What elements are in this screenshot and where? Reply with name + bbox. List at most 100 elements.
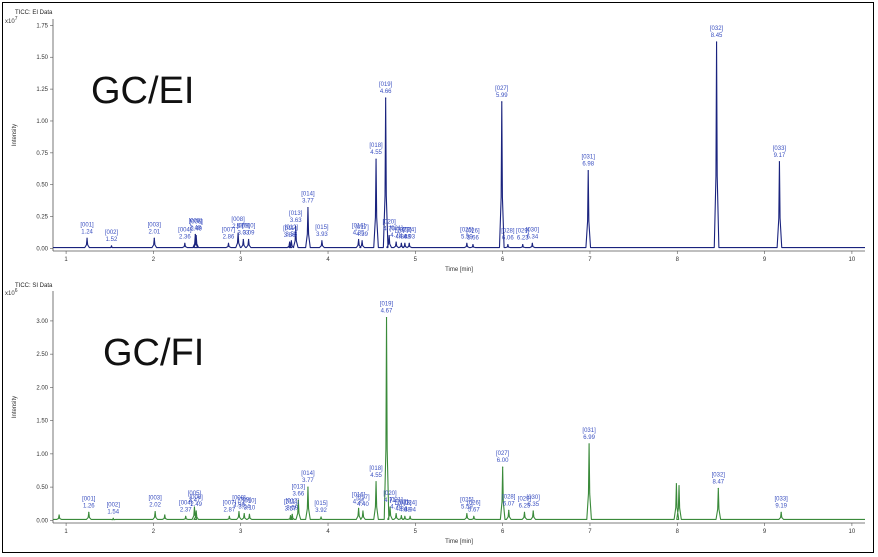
y-tick-label: 2.00 (36, 385, 48, 391)
peak-point (362, 510, 364, 512)
peak-point (243, 513, 245, 515)
peak-rt-label: 2.01 (148, 229, 160, 235)
peak-rt-label: 3.03 (237, 231, 249, 237)
peak-rt-label: 3.63 (290, 218, 302, 224)
peak-rt-label: 1.26 (83, 503, 95, 509)
x-tick-label: 1 (64, 529, 68, 535)
chromatogram-figure: TICC: EI Datax1070.000.250.500.751.001.2… (5, 10, 865, 545)
peak-id-label: [004] (178, 227, 192, 233)
peak-rt-label: 2.49 (190, 502, 202, 508)
peak-rt-label: 6.00 (497, 458, 509, 464)
peak-id-label: [007] (223, 500, 237, 506)
x-tick-label: 5 (414, 257, 418, 263)
peak-point (395, 513, 397, 515)
peak-id-label: [024] (403, 500, 417, 506)
peak-id-label: [014] (301, 471, 315, 477)
x-tick-label: 7 (588, 529, 592, 535)
series-1: [001]1.24 [002]1.52 [003]2.01 [004]2.36 [005… (53, 26, 865, 249)
peak-id-label: [021] (389, 226, 403, 232)
peak-rt-label: 4.55 (370, 473, 382, 479)
y-exponent: x107 (5, 16, 18, 25)
peak-point (531, 242, 533, 244)
peak-rt-label: 2.36 (179, 234, 191, 240)
peak-point (409, 515, 411, 517)
peak-id-label: [023] (398, 227, 412, 233)
peak-id-label: [008] (232, 496, 246, 502)
peak-rt-label: 3.77 (302, 478, 314, 484)
peak-id-label: [020] (382, 220, 396, 226)
y-exponent-power: 7 (15, 16, 18, 22)
peak-id-label: [031] (582, 428, 596, 434)
peak-point (237, 232, 239, 234)
peak-rt-label: 4.66 (380, 89, 392, 95)
peak-id-label: [029] (518, 496, 532, 502)
peak-id-label: [001] (80, 222, 94, 228)
peak-id-label: [032] (712, 472, 726, 478)
panel-1: TICC: EI Datax1070.000.250.500.751.001.2… (5, 10, 865, 273)
x-tick-label: 9 (763, 257, 767, 263)
peak-rt-label: 5.66 (467, 236, 479, 242)
peak-id-label: [030] (526, 227, 540, 233)
y-tick-label: 1.50 (36, 55, 48, 61)
peak-rt-label: 4.35 (353, 499, 365, 505)
peak-point (184, 242, 186, 244)
peak-id-label: [024] (403, 227, 417, 233)
peak-rt-label: 2.49 (190, 227, 202, 233)
peak-id-label: [003] (148, 222, 162, 228)
peak-point (395, 241, 397, 243)
peak-id-label: [011] (284, 500, 297, 506)
peak-id-label: [006] (190, 495, 204, 501)
peak-id-label: [004] (179, 500, 193, 506)
peak-point (193, 506, 196, 508)
y-tick-label: 3.00 (36, 319, 48, 325)
peak-rt-label: 4.55 (370, 150, 382, 156)
peak-point (404, 515, 406, 517)
peak-rt-label: 2.87 (224, 507, 236, 513)
peak-point (408, 242, 410, 244)
peak-id-label: [007] (222, 227, 236, 233)
x-tick-label: 4 (326, 257, 330, 263)
peak-point (291, 513, 293, 515)
peak-point (473, 515, 475, 517)
peak-point (357, 238, 360, 241)
peak-id-label: [022] (395, 227, 409, 233)
peak-id-label: [001] (82, 496, 96, 502)
peak-rt-label: 4.40 (357, 502, 369, 508)
peak-point (248, 513, 251, 515)
peak-point (320, 516, 322, 518)
x-tick-label: 6 (501, 529, 505, 535)
peak-rt-label: 2.02 (149, 503, 161, 509)
y-tick-label: 0.00 (36, 518, 48, 524)
x-axis-label: Time [min] (445, 267, 473, 273)
peak-id-label: [013] (289, 211, 303, 217)
peak-id-label: [016] (352, 492, 366, 498)
peak-id-label: [022] (395, 500, 409, 506)
peak-rt-label: 6.06 (502, 236, 514, 242)
peak-rt-label: 1.24 (81, 229, 93, 235)
peak-point (289, 515, 292, 517)
peak-rt-label: 3.57 (285, 507, 297, 513)
peak-point (290, 240, 292, 242)
peak-point (523, 511, 526, 513)
y-tick-label: 0.75 (36, 151, 48, 157)
peak-id-label: [010] (242, 224, 256, 230)
peak-point (385, 97, 387, 99)
peak-rt-label: 4.84 (396, 507, 408, 513)
x-tick-label: 2 (152, 257, 156, 263)
peak-rt-label: 4.78 (390, 233, 402, 239)
peak-id-label: [006] (190, 220, 204, 226)
peak-id-label: [014] (301, 192, 315, 198)
peak-point (58, 514, 60, 516)
peak-id-label: [018] (369, 143, 383, 149)
peak-point (587, 170, 589, 172)
peak-point (86, 237, 88, 239)
peak-point (357, 507, 360, 509)
peak-id-label: [027] (496, 451, 510, 457)
y-tick-label: 0.25 (36, 215, 48, 221)
peak-point (375, 158, 377, 160)
peak-rt-label: 6.99 (583, 435, 595, 441)
x-tick-label: 8 (676, 257, 680, 263)
peak-rt-label: 3.56 (284, 233, 296, 239)
peak-rt-label: 3.10 (244, 505, 256, 511)
x-tick-label: 2 (152, 529, 156, 535)
